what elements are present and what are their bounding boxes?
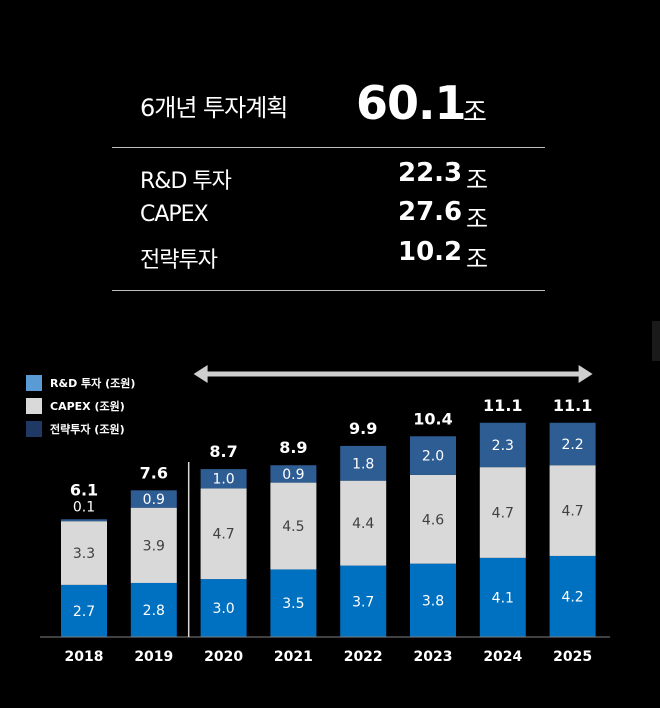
bar-capex-2018 bbox=[61, 521, 107, 585]
data-label-strategic-2020: 1.0 bbox=[212, 472, 234, 488]
legend-item-rd: R&D 투자 (조원) bbox=[26, 371, 135, 394]
x-tick-label-2018: 2018 bbox=[65, 649, 104, 665]
legend-item-capex: CAPEX (조원) bbox=[26, 394, 135, 417]
data-label-strategic-2023: 2.0 bbox=[422, 449, 444, 465]
bar-rd-2025 bbox=[549, 555, 596, 637]
x-tick-label-2022: 2022 bbox=[344, 649, 383, 665]
bar-rd-2021 bbox=[270, 569, 317, 637]
data-label-capex-2022: 4.4 bbox=[352, 516, 374, 532]
bar-strategic-2020 bbox=[200, 469, 247, 489]
summary-row-rd-label: R&D 투자 bbox=[140, 169, 232, 194]
x-tick-label-2020: 2020 bbox=[204, 649, 243, 665]
data-label-capex-2019: 3.9 bbox=[143, 538, 165, 554]
plan-range-arrow-right-head bbox=[578, 365, 593, 383]
legend-label-strategic: 전략투자 (조원) bbox=[50, 422, 125, 436]
data-label-strategic-2018: 0.1 bbox=[73, 499, 95, 515]
x-tick-label-2019: 2019 bbox=[134, 649, 173, 665]
bar-strategic-2019 bbox=[130, 490, 177, 508]
summary-row-rd-value: 22.3 bbox=[398, 158, 463, 188]
legend-swatch-capex bbox=[26, 397, 42, 414]
total-label-2024: 11.1 bbox=[483, 396, 522, 415]
data-label-capex-2025: 4.7 bbox=[561, 504, 583, 520]
plan-range-arrow-left-head bbox=[193, 365, 208, 383]
bar-capex-2025 bbox=[549, 465, 596, 556]
bar-capex-2023 bbox=[410, 474, 456, 564]
bar-strategic-2025 bbox=[549, 422, 596, 466]
summary-total-value: 60.1 bbox=[356, 76, 466, 130]
legend-swatch-strategic bbox=[26, 420, 42, 437]
data-label-rd-2018: 2.7 bbox=[73, 604, 95, 620]
legend-label-rd: R&D 투자 (조원) bbox=[50, 376, 136, 390]
total-label-2019: 7.6 bbox=[140, 463, 168, 482]
data-label-rd-2020: 3.0 bbox=[212, 601, 234, 617]
data-label-strategic-2024: 2.3 bbox=[492, 438, 514, 454]
data-label-capex-2020: 4.7 bbox=[212, 527, 234, 543]
data-label-capex-2023: 4.6 bbox=[422, 512, 444, 528]
data-label-rd-2025: 4.2 bbox=[561, 589, 583, 605]
side-scroll-tab[interactable] bbox=[652, 321, 660, 361]
bar-strategic-2024 bbox=[479, 422, 526, 468]
x-tick-label-2021: 2021 bbox=[274, 649, 313, 665]
bar-capex-2022 bbox=[340, 480, 387, 566]
bar-capex-2024 bbox=[479, 467, 526, 558]
data-label-rd-2023: 3.8 bbox=[422, 593, 444, 609]
chart-legend: R&D 투자 (조원) CAPEX (조원) 전략투자 (조원) bbox=[26, 371, 135, 440]
total-label-2022: 9.9 bbox=[349, 419, 377, 438]
bar-strategic-2018 bbox=[61, 519, 107, 522]
summary-row-strategic-unit: 조 bbox=[466, 245, 489, 273]
bar-strategic-2022 bbox=[340, 445, 387, 481]
bar-rd-2023 bbox=[410, 563, 456, 637]
summary-row-capex-value: 27.6 bbox=[398, 197, 463, 227]
data-label-strategic-2019: 0.9 bbox=[143, 492, 165, 508]
summary-divider-top bbox=[112, 147, 545, 148]
data-label-capex-2024: 4.7 bbox=[492, 506, 514, 522]
data-label-strategic-2022: 1.8 bbox=[352, 456, 374, 472]
bar-rd-2024 bbox=[479, 557, 526, 637]
bar-rd-2019 bbox=[130, 582, 177, 637]
legend-item-strategic: 전략투자 (조원) bbox=[26, 417, 135, 440]
bar-strategic-2021 bbox=[270, 465, 317, 483]
data-label-rd-2019: 2.8 bbox=[143, 603, 165, 619]
summary-row-strategic-label: 전략투자 bbox=[140, 248, 218, 273]
data-label-capex-2018: 3.3 bbox=[73, 546, 95, 562]
total-label-2023: 10.4 bbox=[413, 409, 452, 428]
data-label-strategic-2021: 0.9 bbox=[282, 467, 304, 483]
summary-total-unit: 조 bbox=[463, 98, 487, 128]
summary-divider-bottom bbox=[112, 290, 545, 291]
summary-row-strategic-value: 10.2 bbox=[398, 237, 463, 267]
bar-rd-2022 bbox=[340, 565, 387, 637]
bar-capex-2021 bbox=[270, 482, 317, 570]
data-label-rd-2021: 3.5 bbox=[282, 596, 304, 612]
data-label-capex-2021: 4.5 bbox=[282, 519, 304, 535]
total-label-2018: 6.1 bbox=[70, 480, 98, 499]
data-label-strategic-2025: 2.2 bbox=[561, 437, 583, 453]
summary-row-capex-label: CAPEX bbox=[140, 202, 209, 227]
legend-label-capex: CAPEX (조원) bbox=[50, 399, 125, 413]
x-tick-label-2024: 2024 bbox=[483, 649, 522, 665]
total-label-2025: 11.1 bbox=[553, 396, 592, 415]
bar-capex-2020 bbox=[200, 488, 247, 580]
x-tick-label-2025: 2025 bbox=[553, 649, 592, 665]
summary-row-rd-unit: 조 bbox=[466, 166, 489, 194]
summary-row-capex-unit: 조 bbox=[466, 205, 489, 233]
legend-swatch-rd bbox=[26, 374, 42, 391]
data-label-rd-2022: 3.7 bbox=[352, 594, 374, 610]
bar-rd-2018 bbox=[61, 584, 107, 637]
bar-rd-2020 bbox=[200, 579, 247, 637]
bar-capex-2019 bbox=[130, 507, 177, 583]
total-label-2021: 8.9 bbox=[279, 438, 307, 457]
summary-title-label: 6개년 투자계획 bbox=[140, 94, 288, 122]
bar-strategic-2023 bbox=[410, 436, 456, 475]
x-tick-label-2023: 2023 bbox=[414, 649, 453, 665]
investment-summary: 6개년 투자계획 60.1 조 R&D 투자 22.3 조 CAPEX 27.6… bbox=[0, 0, 660, 300]
total-label-2020: 8.7 bbox=[209, 442, 237, 461]
data-label-rd-2024: 4.1 bbox=[492, 590, 514, 606]
